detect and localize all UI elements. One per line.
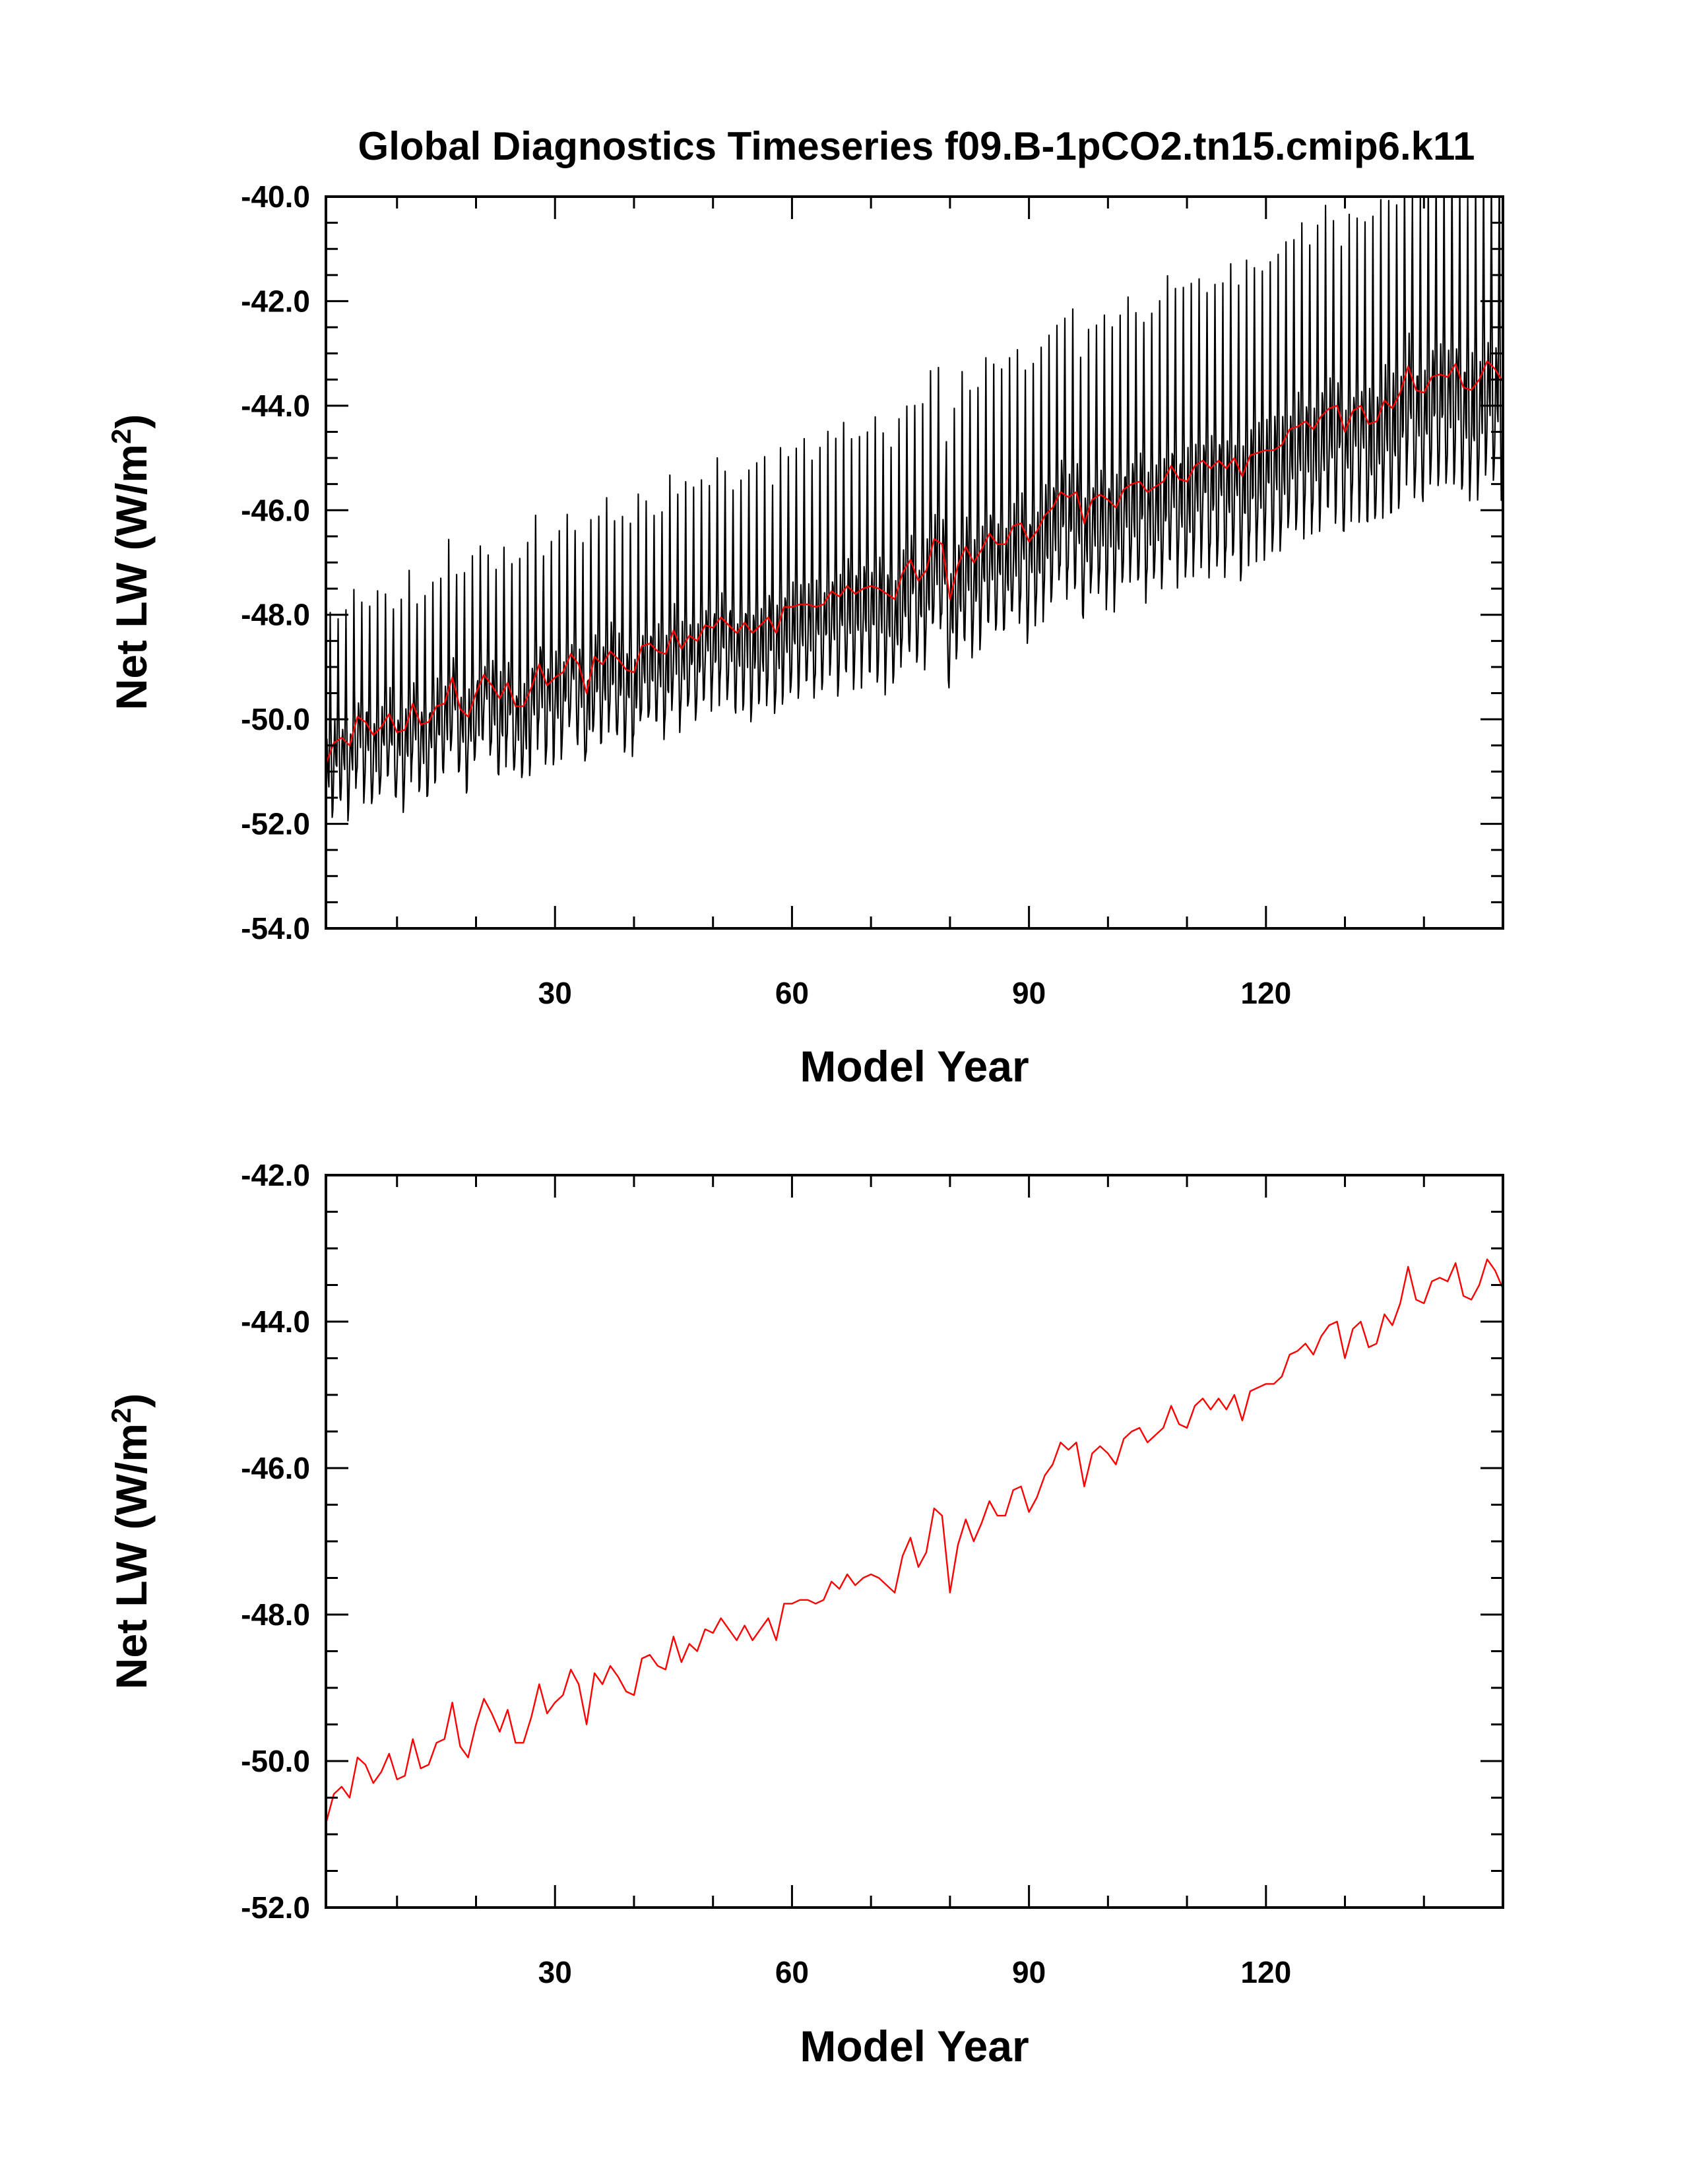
top-y-tick-label: -48.0 — [241, 598, 310, 632]
bottom-y-tick-labels: -52.0 -50.0 -48.0 -46.0 -44.0 -42.0 — [241, 1158, 310, 1925]
top-y-axis-label-close: ) — [107, 414, 156, 429]
top-y-tick-labels: -54.0 -52.0 -50.0 -48.0 -46.0 -44.0 -42.0 -40.0 — [241, 179, 310, 946]
bottom-y-axis-label: Net LW (W/m2) — [106, 1394, 156, 1690]
top-x-tick-label: 30 — [538, 976, 572, 1010]
top-y-tick-label: -42.0 — [241, 284, 310, 318]
bottom-y-tick-label: -52.0 — [241, 1890, 310, 1925]
bottom-x-tick-label: 30 — [538, 1955, 572, 1989]
bottom-y-axis-label-close: ) — [107, 1394, 156, 1408]
bottom-y-tick-label: -44.0 — [241, 1304, 310, 1339]
top-y-tick-label: -50.0 — [241, 702, 310, 736]
top-x-axis-label: Model Year — [800, 1042, 1029, 1091]
top-x-tick-label: 120 — [1240, 976, 1291, 1010]
top-x-tick-labels: 30 60 90 120 — [538, 976, 1292, 1010]
bottom-x-axis-label: Model Year — [800, 2022, 1029, 2071]
bottom-panel: -52.0 -50.0 -48.0 -46.0 -44.0 -42.0 30 60 90 120… — [106, 1158, 1504, 2071]
bottom-plot-area — [326, 1258, 1503, 1824]
bottom-y-tick-label: -50.0 — [241, 1744, 310, 1778]
top-axis-ticks — [326, 195, 1504, 930]
top-y-tick-label: -54.0 — [241, 911, 310, 946]
top-series-monthly-line — [326, 197, 1503, 821]
bottom-y-tick-label: -48.0 — [241, 1597, 310, 1632]
bottom-axis-ticks — [326, 1174, 1504, 1909]
bottom-y-axis-label-main: Net LW (W/m — [107, 1423, 156, 1689]
top-panel: -54.0 -52.0 -50.0 -48.0 -46.0 -44.0 -42.0 -40.0… — [106, 179, 1504, 1091]
bottom-x-tick-label: 60 — [775, 1955, 809, 1989]
top-y-tick-label: -44.0 — [241, 389, 310, 423]
bottom-x-tick-labels: 30 60 90 120 — [538, 1955, 1292, 1989]
top-y-tick-label: -52.0 — [241, 807, 310, 841]
chart-title: Global Diagnostics Timeseries f09.B-1pCO… — [358, 124, 1475, 168]
bottom-x-tick-label: 90 — [1012, 1955, 1046, 1989]
top-y-tick-label: -40.0 — [241, 179, 310, 214]
bottom-x-tick-label: 120 — [1240, 1955, 1291, 1989]
top-y-tick-label: -46.0 — [241, 493, 310, 527]
top-series-annual-mean-line — [326, 360, 1503, 764]
top-y-axis-label-sup: 2 — [106, 429, 137, 444]
top-y-axis-label-main: Net LW (W/m — [107, 444, 156, 710]
top-x-tick-label: 60 — [775, 976, 809, 1010]
top-x-tick-label: 90 — [1012, 976, 1046, 1010]
bottom-y-axis-label-sup: 2 — [106, 1408, 137, 1423]
bottom-plot-frame — [325, 1174, 1504, 1909]
bottom-y-tick-label: -42.0 — [241, 1158, 310, 1192]
bottom-y-tick-label: -46.0 — [241, 1451, 310, 1485]
bottom-series-annual-mean-line — [326, 1258, 1503, 1824]
top-plot-area — [326, 197, 1503, 821]
top-y-axis-label: Net LW (W/m2) — [106, 414, 156, 711]
